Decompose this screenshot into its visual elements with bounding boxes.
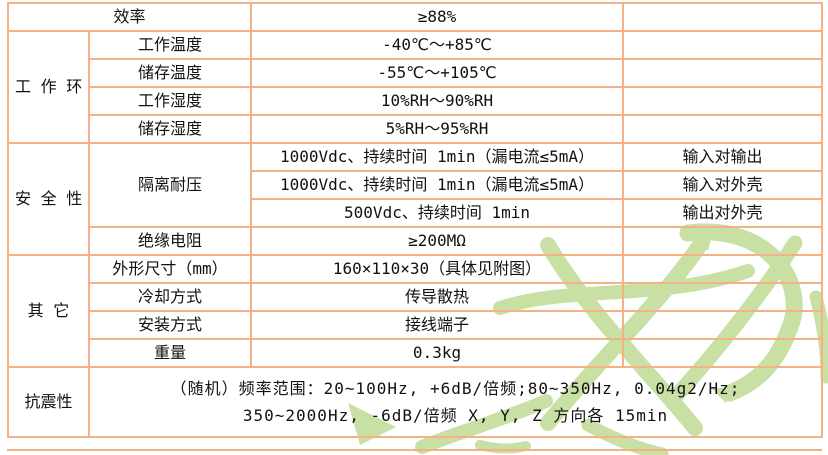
row-cooling: 冷却方式 传导散热 [8,282,824,312]
cell-empty [622,86,824,116]
cell-empty [622,30,824,60]
vibration-value: （随机）频率范围：20~100Hz, +6dB/倍频;80~350Hz, 0.0… [87,366,824,438]
efficiency-value: ≥88% [250,2,625,32]
env-value-0: -40℃～+85℃ [250,30,625,60]
other-label-3: 重量 [87,338,253,368]
group-environment: 工 作 环 境 [7,30,90,144]
env-label-1: 储存温度 [87,58,253,88]
env-value-1: -55℃～+105℃ [250,58,625,88]
isolation-value-0: 1000Vdc、持续时间 1min（漏电流≤5mA） [250,142,625,172]
isolation-value-1: 1000Vdc、持续时间 1min（漏电流≤5mA） [250,170,625,200]
row-storage-temp: 储存温度 -55℃～+105℃ [8,58,824,88]
group-other: 其 它 [7,254,90,368]
isolation-label: 隔离耐压 [87,142,253,228]
vibration-line-2: 350~2000Hz, -6dB/倍频 X, Y, Z 方向各 15min [242,406,669,425]
other-label-2: 安装方式 [87,310,253,340]
group-safety: 安 全 性 能 [7,142,90,256]
cell-empty [622,282,824,312]
row-operating-humidity: 工作湿度 10%RH～90%RH [8,86,824,116]
env-value-2: 10%RH～90%RH [250,86,625,116]
table-outer-bottom-border [7,449,822,451]
row-isolation-2: 1000Vdc、持续时间 1min（漏电流≤5mA） 输入对外壳 [8,170,824,200]
row-operating-temp: 工 作 环 境 工作温度 -40℃～+85℃ [7,30,824,144]
cell-empty [622,310,824,340]
row-insulation: 绝缘电阻 ≥200MΩ [8,226,824,256]
row-vibration: 抗震性 （随机）频率范围：20~100Hz, +6dB/倍频;80~350Hz,… [7,366,824,438]
cell-empty [622,254,824,284]
env-label-0: 工作温度 [87,30,253,60]
row-isolation-1: 安 全 性 能 隔离耐压 1000Vdc、持续时间 1min（漏电流≤5mA） … [7,142,824,256]
row-storage-humidity: 储存湿度 5%RH～95%RH [8,114,824,144]
vibration-line-1: （随机）频率范围：20~100Hz, +6dB/倍频;80~350Hz, 0.0… [170,379,741,398]
other-label-0: 外形尺寸（mm） [87,254,253,284]
cell-empty [622,226,824,256]
efficiency-label: 效率 [6,2,253,32]
row-isolation-3: 500Vdc、持续时间 1min 输出对外壳 [8,198,824,228]
other-value-0: 160×110×30（具体见附图） [250,254,625,284]
isolation-target-0: 输入对输出 [622,142,824,172]
cell-empty [622,114,824,144]
other-label-1: 冷却方式 [87,282,253,312]
vibration-label: 抗震性 [7,366,90,438]
insulation-label: 绝缘电阻 [87,226,253,256]
other-value-3: 0.3kg [250,338,625,368]
env-value-3: 5%RH～95%RH [250,114,625,144]
other-value-2: 接线端子 [250,310,625,340]
cell-empty [622,338,824,368]
row-dimensions: 其 它 外形尺寸（mm） 160×110×30（具体见附图） [7,254,824,368]
row-efficiency: 效率 ≥88% [6,2,824,32]
isolation-target-2: 输出对外壳 [622,198,824,228]
env-label-2: 工作湿度 [87,86,253,116]
row-mounting: 安装方式 接线端子 [8,310,824,340]
other-value-1: 传导散热 [250,282,625,312]
insulation-value: ≥200MΩ [250,226,625,256]
row-weight: 重量 0.3kg [8,338,824,368]
isolation-target-1: 输入对外壳 [622,170,824,200]
isolation-value-2: 500Vdc、持续时间 1min [250,198,625,228]
cell-empty [622,2,824,32]
cell-empty [622,58,824,88]
env-label-3: 储存湿度 [87,114,253,144]
spec-table: 效率 ≥88% 工 作 环 境 工作温度 -40℃～+85℃ 储存温度 -55℃… [6,2,824,438]
